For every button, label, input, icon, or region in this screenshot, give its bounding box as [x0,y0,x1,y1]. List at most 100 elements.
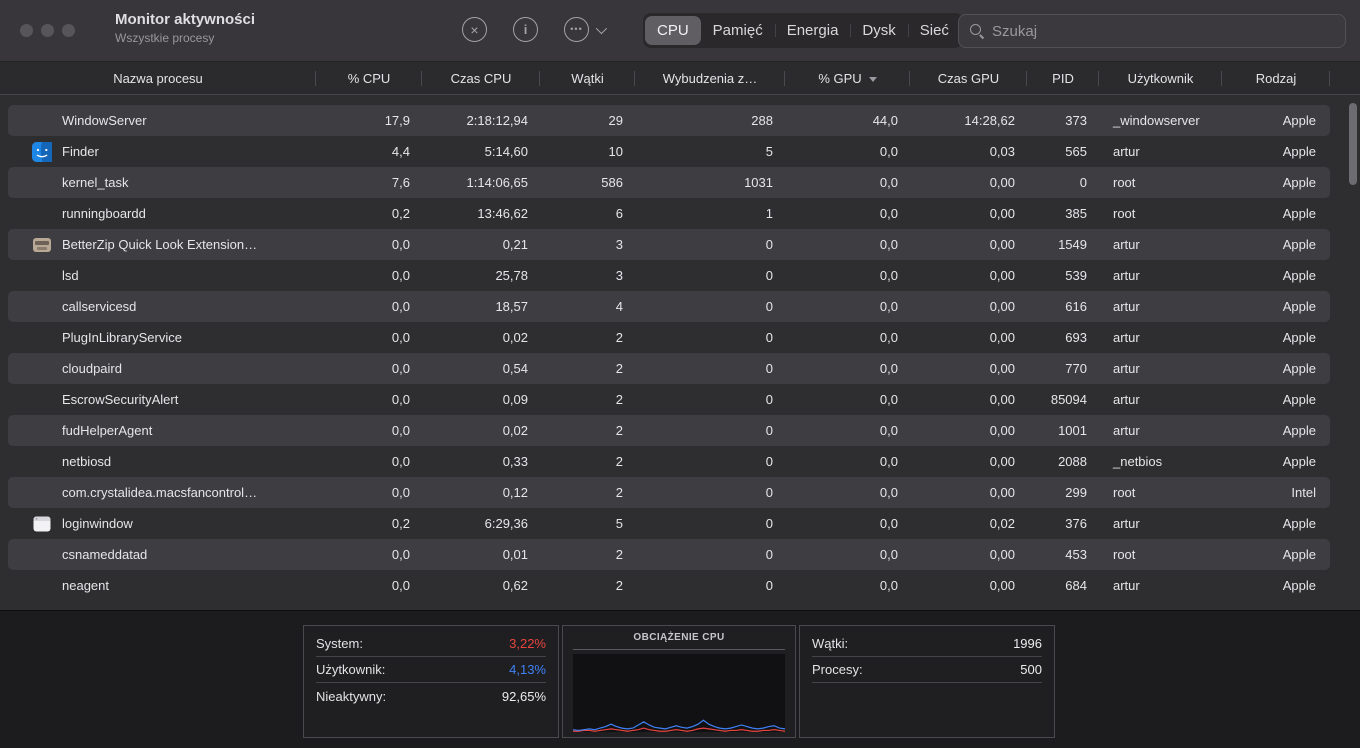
cell-gpu-percent: 0,0 [879,454,898,469]
cell-user: artur [1113,423,1140,438]
process-icon [32,359,52,379]
tab-energy[interactable]: Energia [774,16,851,45]
cell-cpu-time: 0,09 [502,392,528,407]
cell-user: artur [1113,361,1140,376]
cell-cpu-time: 0,12 [502,485,528,500]
cell-kind: Apple [1282,392,1316,407]
search-field[interactable] [958,14,1346,48]
table-row[interactable]: kernel_task 7,6 1:14:06,65 586 1031 0,0 … [8,167,1330,198]
column-header-gpu-percent[interactable]: % GPU [785,71,910,86]
process-icon [32,111,52,131]
table-row[interactable]: cloudpaird 0,0 0,54 2 0 0,0 0,00 770 art… [8,353,1330,384]
cell-gpu-time: 14:28,62 [964,113,1015,128]
process-icon [32,421,52,441]
cell-pid: 385 [1065,206,1087,221]
chart-title-rule [573,649,785,650]
minimize-button[interactable] [41,24,54,37]
threads-value: 1996 [1013,636,1042,651]
cell-gpu-percent: 0,0 [879,299,898,314]
cell-idle-wakeups: 288 [751,113,773,128]
cell-cpu-percent: 0,0 [391,268,410,283]
cell-idle-wakeups: 1031 [744,175,773,190]
scrollbar-thumb[interactable] [1349,103,1357,185]
cell-idle-wakeups: 0 [765,423,773,438]
column-header-cpu-time[interactable]: Czas CPU [422,71,540,86]
tab-memory[interactable]: Pamięć [712,22,763,39]
cell-gpu-percent: 0,0 [879,144,898,159]
system-value: 3,22% [509,636,546,651]
user-label: Użytkownik: [316,662,386,677]
idle-value: 92,65% [501,688,546,704]
cell-pid: 376 [1065,516,1087,531]
cell-gpu-time: 0,00 [989,361,1015,376]
cell-kind: Apple [1282,423,1316,438]
column-header-pid[interactable]: PID [1027,71,1099,86]
info-icon[interactable]: i [513,17,538,42]
cell-kind: Apple [1282,206,1316,221]
tab-disk[interactable]: Dysk [850,16,907,45]
cell-gpu-time: 0,00 [989,175,1015,190]
cell-gpu-time: 0,02 [989,516,1015,531]
cell-process: csnameddatad [8,545,316,565]
table-row[interactable]: WindowServer 17,9 2:18:12,94 29 288 44,0… [8,105,1330,136]
table-row[interactable]: BetterZip Quick Look Extension… 0,0 0,21… [8,229,1330,260]
footer-panel: System: 3,22% Użytkownik: 4,13% Nieaktyw… [0,610,1360,748]
column-header-user[interactable]: Użytkownik [1099,71,1222,86]
tab-network[interactable]: Sieć [907,16,961,45]
cell-process: lsd [8,266,316,286]
idle-label: Nieaktywny: [316,688,387,704]
table-row[interactable]: callservicesd 0,0 18,57 4 0 0,0 0,00 616… [8,291,1330,322]
process-name: netbiosd [62,454,112,469]
table-row[interactable]: neagent 0,0 0,62 2 0 0,0 0,00 684 artur … [8,570,1330,601]
cell-threads: 5 [615,516,623,531]
table-row[interactable]: EscrowSecurityAlert 0,0 0,09 2 0 0,0 0,0… [8,384,1330,415]
cell-idle-wakeups: 0 [765,299,773,314]
table-row[interactable]: Finder 4,4 5:14,60 10 5 0,0 0,03 565 art… [8,136,1330,167]
search-icon [969,23,985,39]
cell-process: BetterZip Quick Look Extension… [8,235,316,255]
cell-user: artur [1113,516,1140,531]
cell-threads: 3 [615,268,623,283]
column-header-gpu-time[interactable]: Czas GPU [910,71,1027,86]
cell-user: _windowserver [1113,113,1200,128]
cell-process: netbiosd [8,452,316,472]
table-row[interactable]: fudHelperAgent 0,0 0,02 2 0 0,0 0,00 100… [8,415,1330,446]
table-row[interactable]: netbiosd 0,0 0,33 2 0 0,0 0,00 2088 _net… [8,446,1330,477]
cell-gpu-time: 0,00 [989,392,1015,407]
column-header-threads[interactable]: Wątki [540,71,635,86]
cell-cpu-percent: 0,2 [391,516,410,531]
table-row[interactable]: lsd 0,0 25,78 3 0 0,0 0,00 539 artur App… [8,260,1330,291]
column-header-gpu-label: % GPU [818,70,862,86]
close-button[interactable] [20,24,33,37]
table-row[interactable]: runningboardd 0,2 13:46,62 6 1 0,0 0,00 … [8,198,1330,229]
table-row[interactable]: csnameddatad 0,0 0,01 2 0 0,0 0,00 453 r… [8,539,1330,570]
process-icon [32,173,52,193]
cell-kind: Apple [1282,361,1316,376]
table-row[interactable]: loginwindow 0,2 6:29,36 5 0 0,0 0,02 376… [8,508,1330,539]
cell-process: kernel_task [8,173,316,193]
more-options-button[interactable]: ••• [564,17,608,42]
column-header-idle-wakeups[interactable]: Wybudzenia z… [635,71,785,86]
stop-process-icon[interactable]: × [462,17,487,42]
cell-user: root [1113,175,1136,190]
process-name: kernel_task [62,175,129,190]
cell-cpu-time: 1:14:06,65 [466,175,528,190]
cell-process: EscrowSecurityAlert [8,390,316,410]
column-header-cpu-percent[interactable]: % CPU [316,71,422,86]
table-row[interactable]: PlugInLibraryService 0,0 0,02 2 0 0,0 0,… [8,322,1330,353]
processes-value: 500 [1020,662,1042,677]
column-header-kind[interactable]: Rodzaj [1222,71,1330,86]
column-header-name[interactable]: Nazwa procesu [0,71,316,86]
search-input[interactable] [992,22,1335,40]
process-name: fudHelperAgent [62,423,153,438]
cell-user: root [1113,547,1136,562]
tab-cpu[interactable]: CPU [645,16,701,45]
process-icon [32,235,52,255]
cell-pid: 373 [1065,113,1087,128]
zoom-button[interactable] [62,24,75,37]
cell-threads: 2 [615,578,623,593]
cell-threads: 2 [615,454,623,469]
table-row[interactable]: com.crystalidea.macsfancontrol… 0,0 0,12… [8,477,1330,508]
cell-idle-wakeups: 0 [765,268,773,283]
cell-gpu-time: 0,00 [989,330,1015,345]
